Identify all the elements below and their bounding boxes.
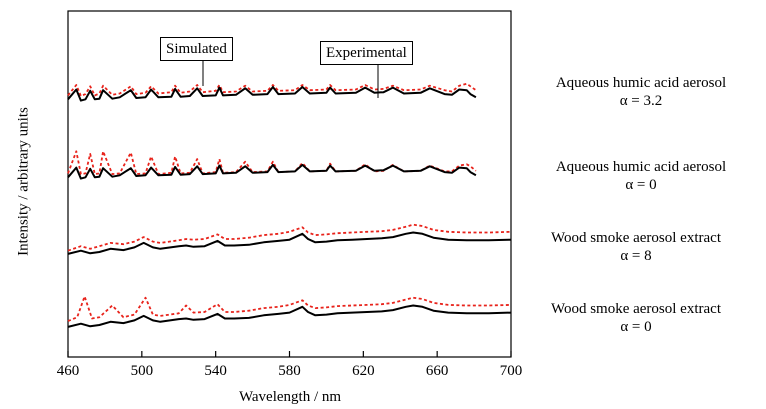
series-layer	[67, 82, 512, 328]
x-tick-label-580: 580	[278, 363, 301, 379]
x-tick-label-540: 540	[204, 363, 227, 379]
panel-1-simulated-line	[67, 82, 477, 97]
panel-label-2-line1: Aqueous humic acid aerosol	[555, 159, 727, 175]
panel-label-1-line2: α = 3.2	[619, 93, 663, 109]
panel-3-simulated-line	[67, 223, 512, 252]
annotation-simulated: Simulated	[160, 37, 233, 61]
panel-3-experimental-line	[67, 231, 512, 255]
x-tick-label-660: 660	[426, 363, 449, 379]
panel-label-2-line2: α = 0	[625, 177, 657, 193]
x-axis-label: Wavelength / nm	[238, 389, 342, 405]
y-axis-label: Intensity / arbitrary units	[15, 107, 32, 256]
x-tick-label-460: 460	[57, 363, 80, 379]
panel-label-4-line2: α = 0	[620, 319, 652, 335]
panel-label-3-line2: α = 8	[620, 248, 652, 264]
panel-label-1-line1: Aqueous humic acid aerosol	[555, 75, 727, 91]
panel-label-3-line1: Wood smoke aerosol extract	[551, 230, 721, 246]
x-tick-label-700: 700	[500, 363, 523, 379]
plot-frame	[67, 10, 512, 358]
panel-4-experimental-line	[67, 304, 512, 328]
x-axis-ticks: 460 500 540 580 620 660 700	[57, 351, 523, 379]
x-tick-label-500: 500	[131, 363, 154, 379]
annotation-experimental: Experimental	[320, 41, 413, 65]
x-tick-label-620: 620	[352, 363, 375, 379]
panel-1-experimental-line	[67, 86, 477, 102]
panel-4-simulated-line	[67, 295, 512, 322]
panel-label-4-line1: Wood smoke aerosol extract	[551, 301, 721, 317]
panel-2-experimental-line	[67, 163, 477, 180]
